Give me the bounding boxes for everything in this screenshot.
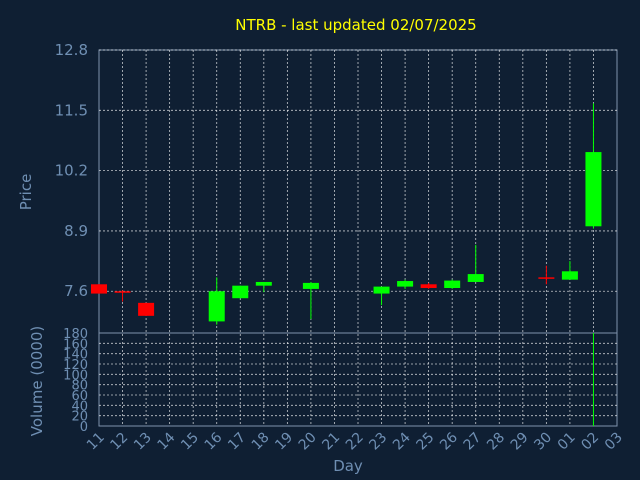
- volume-tick-label: 140: [63, 348, 88, 363]
- day-tick-label: 14: [155, 429, 179, 453]
- volume-tick-label: 0: [80, 420, 88, 435]
- candle-body: [255, 281, 272, 286]
- day-tick-label: 03: [602, 430, 626, 454]
- candle-body: [114, 291, 131, 293]
- day-tick-label: 30: [531, 430, 555, 454]
- day-tick-label: 02: [578, 430, 602, 454]
- price-tick-label: 12.8: [55, 41, 88, 59]
- day-tick-label: 24: [390, 429, 414, 453]
- day-tick-label: 26: [437, 429, 461, 453]
- day-tick-label: 29: [508, 430, 532, 454]
- candle-body: [420, 284, 437, 288]
- day-tick-label: 20: [296, 430, 320, 454]
- day-ticks: 11 12 13 14 15 16 17 18 19 20 21 22 23 24 25 26 27 28 29 30…: [84, 429, 626, 453]
- grid-lines: [99, 49, 617, 426]
- day-tick-label: 15: [178, 430, 202, 454]
- day-tick-label: 13: [131, 430, 155, 454]
- candle-body: [397, 281, 414, 287]
- price-tick-label: 7.6: [64, 282, 88, 300]
- x-axis-label: Day: [333, 457, 363, 475]
- day-tick-label: 21: [319, 430, 343, 454]
- chart-title: NTRB - last updated 02/07/2025: [235, 16, 476, 34]
- price-tick-label: 8.9: [64, 222, 88, 240]
- volume-tick-label: 20: [71, 410, 88, 425]
- volume-axis-label: Volume (0000): [28, 326, 46, 436]
- candle-body: [538, 277, 555, 279]
- candle-body: [91, 284, 107, 294]
- volume-panel-frame: [98, 332, 618, 427]
- volume-tick-label: 180: [63, 327, 88, 342]
- volume-tick-label: 80: [71, 379, 88, 394]
- candle-body: [208, 291, 225, 322]
- candle-body: [585, 152, 602, 227]
- price-axis-label: Price: [17, 174, 35, 211]
- candlesticks: [91, 103, 602, 325]
- day-tick-label: 12: [107, 430, 131, 454]
- candle-body: [138, 302, 155, 316]
- price-tick-label: 10.2: [55, 162, 88, 180]
- price-tick-label: 11.5: [55, 101, 88, 119]
- volume-tick-label: 120: [63, 358, 88, 373]
- candle-body: [467, 274, 484, 282]
- day-tick-label: 17: [225, 430, 249, 454]
- day-tick-label: 19: [272, 430, 296, 454]
- candle-body: [561, 271, 578, 280]
- volume-tick-label: 160: [63, 337, 88, 352]
- day-tick-label: 22: [343, 430, 367, 454]
- candle-body: [444, 280, 461, 288]
- volume-tick-label: 60: [71, 389, 88, 404]
- day-tick-label: 25: [414, 430, 438, 454]
- candle-body: [232, 285, 249, 299]
- day-tick-label: 16: [202, 429, 226, 453]
- day-tick-label: 01: [555, 430, 579, 454]
- volume-tick-label: 100: [63, 368, 88, 383]
- day-tick-label: 28: [484, 430, 508, 454]
- price-ticks: 12.8 11.5 10.2 8.9 7.6: [55, 41, 88, 300]
- candle-body: [373, 286, 390, 294]
- day-tick-label: 23: [366, 430, 390, 454]
- volume-tick-label: 40: [71, 399, 88, 414]
- candle-body: [302, 282, 319, 289]
- day-tick-label: 27: [461, 430, 485, 454]
- day-tick-label: 18: [249, 430, 273, 454]
